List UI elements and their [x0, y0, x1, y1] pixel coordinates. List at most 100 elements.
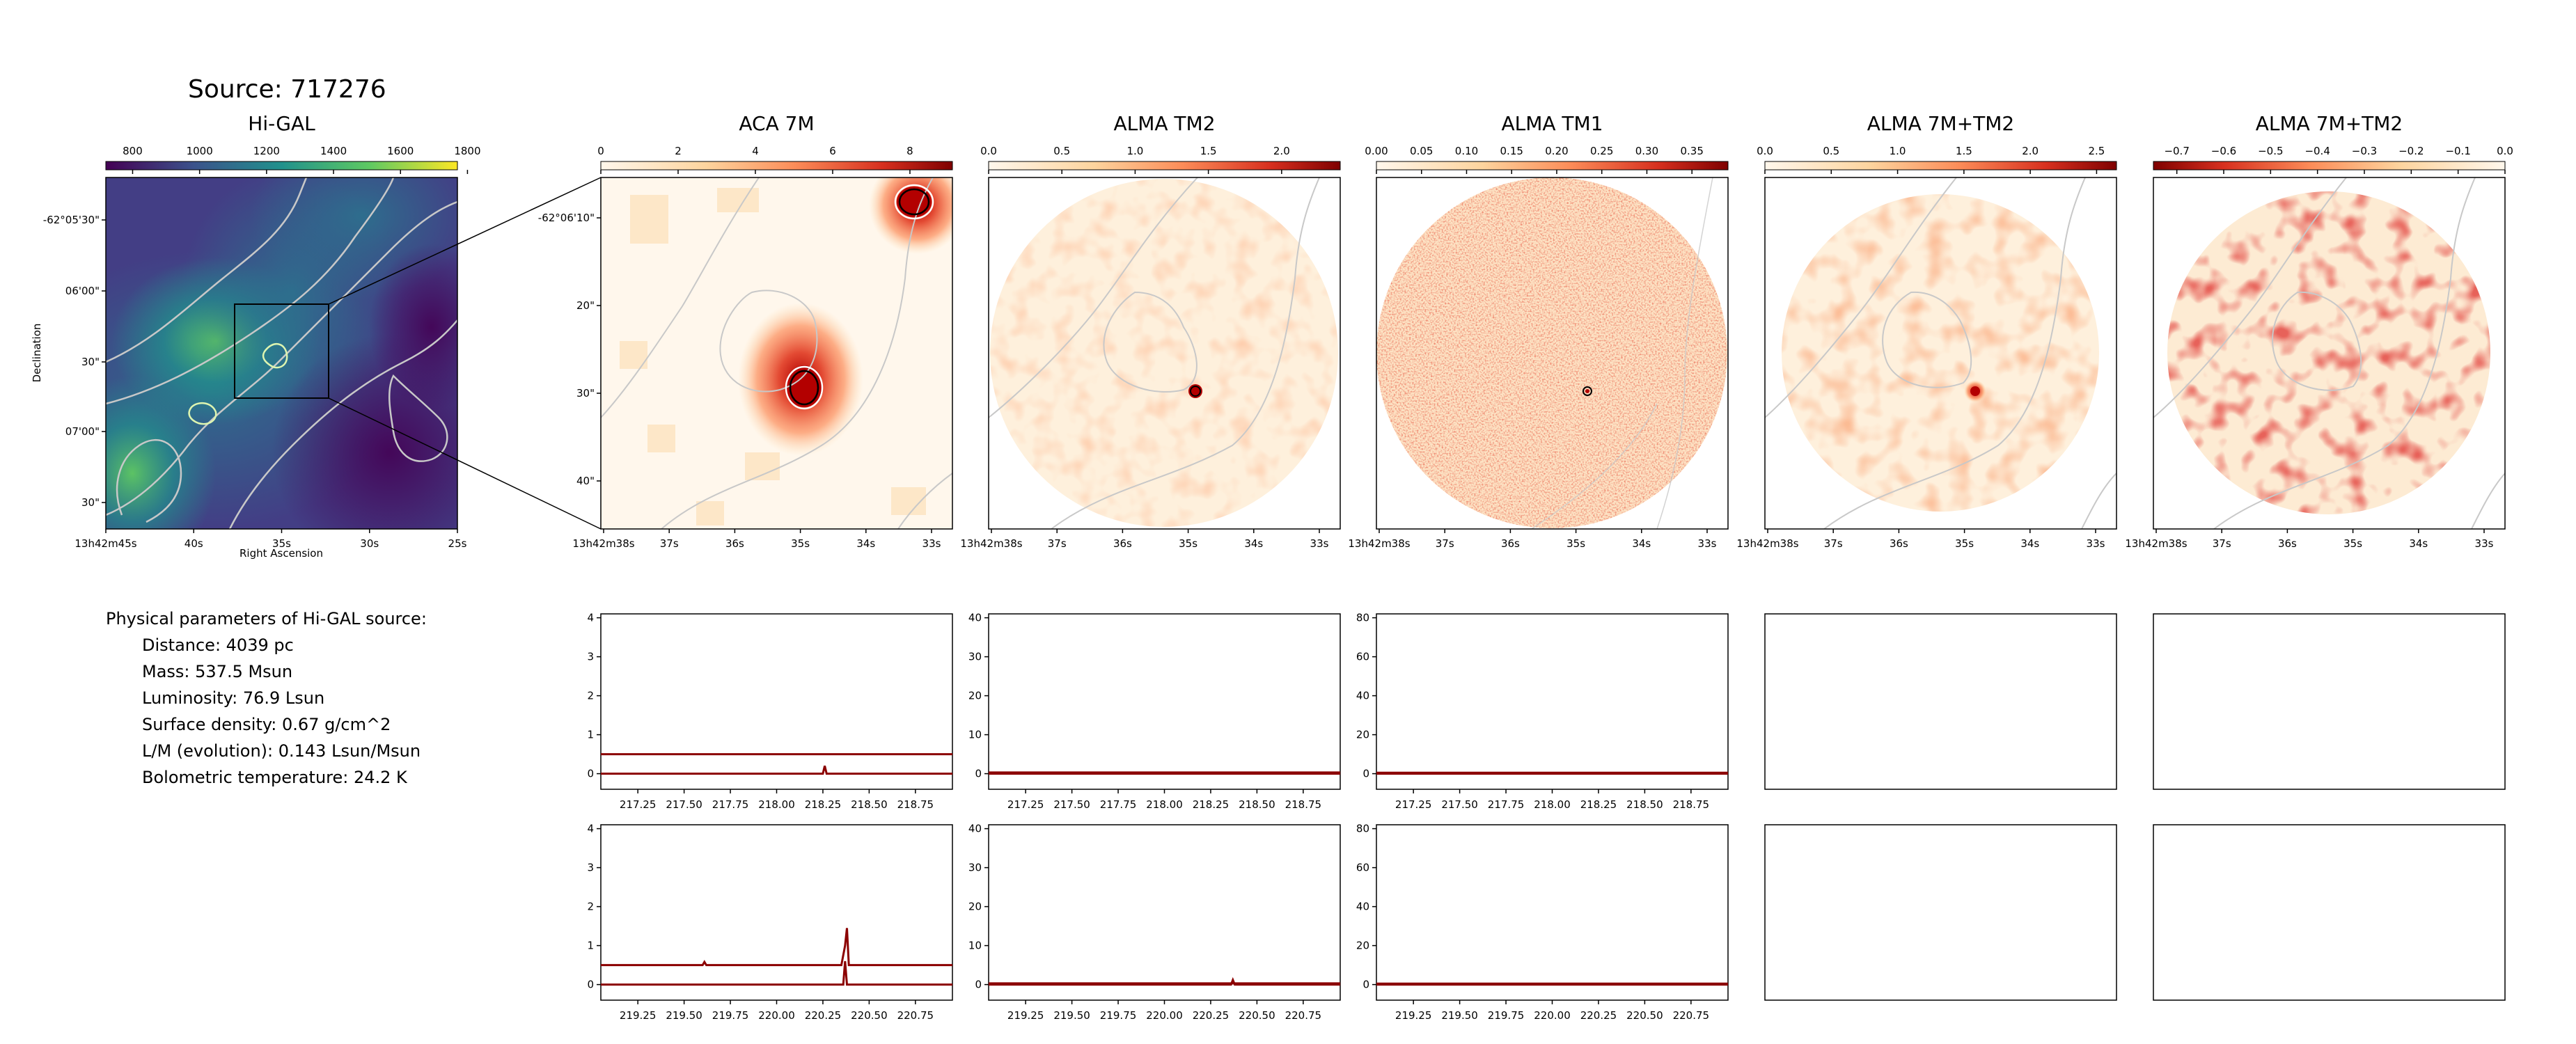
x-tick-label: 36s [725, 537, 744, 550]
x-tick-label: 37s [2213, 537, 2231, 550]
spectrum-y-tick-label: 40 [1356, 690, 1369, 702]
spectrum-x-tick-label: 220.25 [805, 1009, 842, 1022]
x-tick-label: 33s [922, 537, 941, 550]
spectrum-y-tick-label: 3 [587, 862, 594, 874]
spectrum-frame [1376, 824, 1729, 1001]
colorbar-tick-label: 1200 [253, 145, 280, 157]
x-tick-label: 13h42m38s [1348, 537, 1410, 550]
spectrum-x-tick-label: 219.75 [712, 1009, 749, 1022]
spectrum-x-tick-label: 220.00 [1534, 1009, 1571, 1022]
spectrum-x-tick-label: 217.25 [620, 798, 657, 811]
spectrum-empty-combo2-w1 [2153, 613, 2506, 790]
combo1-panel [1764, 177, 2117, 530]
spectrum-x-tick-label: 220.50 [851, 1009, 888, 1022]
colorbar-tick-label: 0.10 [1455, 145, 1478, 157]
colorbar-tick-label: 2.0 [2022, 145, 2039, 157]
spectrum-x-tick-label: 220.25 [1580, 1009, 1617, 1022]
y-tick-label: 30" [576, 387, 595, 400]
spectrum-x-tick-label: 218.25 [805, 798, 842, 811]
spectrum-x-tick-label: 218.75 [1673, 798, 1710, 811]
parameter-lm-evolution: L/M (evolution): 0.143 Lsun/Msun [142, 741, 421, 761]
spectrum-y-tick-label: 20 [1356, 940, 1369, 952]
x-tick-label: 13h42m38s [960, 537, 1022, 550]
colorbar-tick-label: 800 [123, 145, 143, 157]
spectrum-x-tick-label: 218.00 [758, 798, 795, 811]
colorbar-combo2 [2153, 161, 2506, 171]
zoom-connector-top [328, 177, 602, 305]
y-tick-label: 30" [81, 356, 100, 368]
panel-title: ALMA 7M+TM2 [1867, 112, 2014, 135]
spectrum-line [601, 766, 952, 775]
spectrum-y-tick-label: 0 [587, 768, 594, 780]
spectrum-empty-combo1-w1 [1764, 613, 2117, 790]
parameter-bolometric-temperature: Bolometric temperature: 24.2 K [142, 768, 407, 787]
x-tick-label: 34s [1244, 537, 1263, 550]
spectrum-y-tick-label: 20 [1356, 729, 1369, 741]
x-tick-label: 33s [2087, 537, 2105, 550]
spectrum-x-tick-label: 219.25 [1007, 1009, 1044, 1022]
colorbar-tm2 [988, 161, 1341, 171]
spectrum-x-tick-label: 217.75 [712, 798, 749, 811]
x-tick-label: 36s [1501, 537, 1520, 550]
spectrum-y-tick-label: 4 [587, 823, 594, 835]
spectrum-y-tick-label: 30 [968, 651, 982, 663]
parameters-heading: Physical parameters of Hi-GAL source: [106, 609, 427, 628]
spectrum-line [601, 960, 952, 986]
y-tick-label: -62°05'30" [43, 214, 100, 226]
x-tick-label: 37s [1048, 537, 1067, 550]
spectrum-x-tick-label: 220.75 [897, 1009, 934, 1022]
colorbar-tick-label: 1.5 [1956, 145, 1972, 157]
colorbar-tick-label: 1800 [454, 145, 480, 157]
spectrum-y-tick-label: 60 [1356, 651, 1369, 663]
parameter-mass: Mass: 537.5 Msun [142, 662, 293, 681]
spectrum-y-tick-label: 0 [587, 979, 594, 991]
aca7m-panel [600, 177, 953, 530]
colorbar-tick-label: 4 [752, 145, 759, 157]
spectrum-line [989, 976, 1340, 986]
colorbar-tick-label: −0.5 [2258, 145, 2283, 157]
spectrum-x-tick-label: 218.50 [1239, 798, 1275, 811]
colorbar-tick-label: −0.3 [2352, 145, 2377, 157]
tm1-panel [1376, 177, 1729, 530]
spectrum-x-tick-label: 219.75 [1488, 1009, 1525, 1022]
spectrum-empty-combo1-w2 [1764, 824, 2117, 1001]
spectrum-x-tick-label: 218.25 [1193, 798, 1230, 811]
colorbar-tick-label: 0.0 [2497, 145, 2513, 157]
spectrum-y-tick-label: 2 [587, 901, 594, 913]
spectrum-frame [988, 613, 1341, 790]
x-tick-label: 36s [1890, 537, 1908, 550]
colorbar-tick-label: 0.20 [1545, 145, 1568, 157]
colorbar-tm1 [1376, 161, 1729, 171]
x-tick-label: 35s [1566, 537, 1585, 550]
spectrum-y-tick-label: 2 [587, 690, 594, 702]
colorbar-tick-label: 8 [906, 145, 913, 157]
x-tick-label: 35s [2343, 537, 2362, 550]
spectrum-y-tick-label: 40 [968, 823, 982, 835]
spectrum-x-tick-label: 220.00 [758, 1009, 795, 1022]
zoom-connector-bottom [328, 397, 602, 530]
x-axis-label: Right Ascension [239, 547, 323, 560]
x-tick-label: 35s [1179, 537, 1197, 550]
spectrum-y-tick-label: 4 [587, 612, 594, 624]
x-tick-label: 25s [448, 537, 467, 550]
x-tick-label: 13h42m45s [74, 537, 136, 550]
x-tick-label: 35s [791, 537, 810, 550]
physical-parameters: Physical parameters of Hi-GAL source: Di… [106, 606, 427, 791]
spectrum-y-tick-label: 40 [1356, 901, 1369, 913]
colorbar-tick-label: 1.0 [1126, 145, 1143, 157]
colorbar-tick-label: 0.00 [1365, 145, 1388, 157]
colorbar-tick-label: 0 [597, 145, 604, 157]
spectrum-x-tick-label: 219.50 [1053, 1009, 1090, 1022]
spectrum-x-tick-label: 218.00 [1534, 798, 1571, 811]
panel-title: ALMA 7M+TM2 [2256, 112, 2403, 135]
colorbar-tick-label: 0.5 [1823, 145, 1839, 157]
spectrum-x-tick-label: 220.50 [1626, 1009, 1663, 1022]
y-tick-label: 20" [576, 299, 595, 312]
spectrum-empty-combo2-w2 [2153, 824, 2506, 1001]
spectrum-x-tick-label: 220.25 [1193, 1009, 1230, 1022]
colorbar-tick-label: 0.35 [1681, 145, 1704, 157]
spectrum-x-tick-label: 219.25 [1395, 1009, 1432, 1022]
colorbar-tick-label: 2.0 [1273, 145, 1290, 157]
x-tick-label: 30s [360, 537, 379, 550]
